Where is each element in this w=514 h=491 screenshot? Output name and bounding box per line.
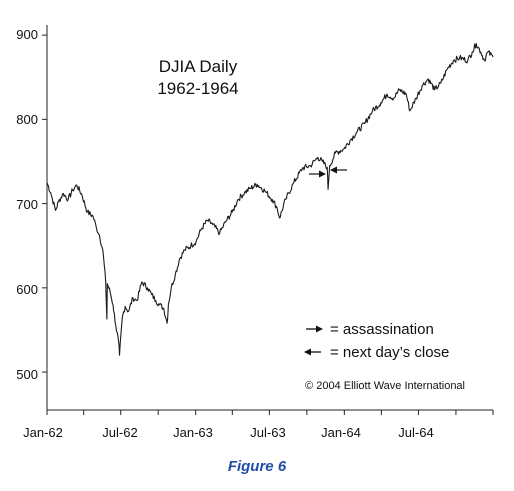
chart-title-line-1: DJIA Daily (159, 57, 238, 76)
copyright-note: © 2004 Elliott Wave International (305, 380, 465, 392)
x-tick-label-jul64: Jul-64 (398, 425, 433, 440)
legend-arrowhead-left-icon (304, 348, 311, 356)
legend-label-next-close: = next day’s close (330, 344, 449, 361)
legend-arrowhead-right-icon (316, 325, 323, 333)
y-tick-label-700: 700 (16, 197, 38, 212)
legend-label-assassination: = assassination (330, 321, 434, 338)
y-tick-label-800: 800 (16, 112, 38, 127)
figure-caption: Figure 6 (227, 458, 287, 475)
tick-marks (42, 34, 494, 415)
djia-series-line (46, 42, 494, 356)
y-tick-label-900: 900 (16, 27, 38, 42)
assassination-arrowhead-right-icon (319, 170, 326, 178)
y-tick-label-500: 500 (16, 367, 38, 382)
x-tick-label-jul62: Jul-62 (102, 425, 137, 440)
x-tick-label-jan62: Jan-62 (23, 425, 63, 440)
legend: = assassination = next day’s close (304, 321, 449, 361)
x-tick-label-jan64: Jan-64 (321, 425, 361, 440)
y-tick-label-600: 600 (16, 282, 38, 297)
x-tick-label-jan63: Jan-63 (173, 425, 213, 440)
next-close-arrowhead-left-icon (330, 166, 337, 174)
x-tick-label-jul63: Jul-63 (250, 425, 285, 440)
assassination-marker (309, 166, 347, 178)
chart-title-line-2: 1962-1964 (157, 79, 238, 98)
